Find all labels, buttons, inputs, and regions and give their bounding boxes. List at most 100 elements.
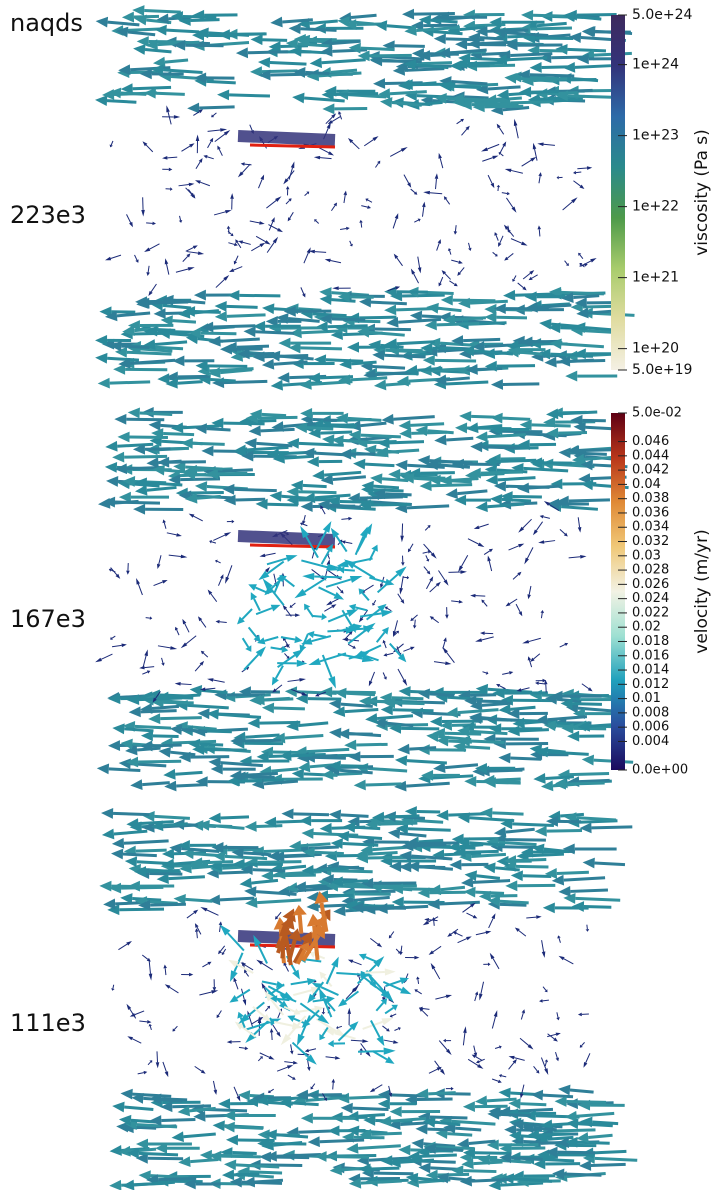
- arrow-shaft: [358, 1051, 384, 1052]
- arrow-shaft: [552, 1123, 583, 1125]
- arrow-shaft: [401, 728, 439, 729]
- arrow-head: [271, 380, 283, 391]
- arrow-shaft: [115, 502, 160, 503]
- arrow-shaft: [487, 30, 528, 31]
- arrow-shaft: [307, 428, 333, 429]
- arrow-shaft: [393, 218, 396, 228]
- arrow-head: [388, 828, 400, 839]
- arrow-shaft: [566, 783, 605, 784]
- arrow-head: [393, 1040, 399, 1044]
- arrow-shaft: [154, 582, 163, 586]
- arrow-head: [498, 1088, 510, 1099]
- arrow-shaft: [445, 273, 451, 279]
- arrow-shaft: [351, 15, 376, 17]
- arrow-shaft: [560, 529, 565, 534]
- arrow-shaft: [167, 533, 177, 535]
- arrow-head: [236, 47, 248, 58]
- arrow-shaft: [495, 779, 521, 780]
- arrow-shaft: [322, 508, 325, 514]
- arrow-shaft: [293, 990, 311, 995]
- arrow-shaft: [336, 536, 346, 551]
- arrow-shaft: [488, 87, 521, 89]
- arrow-shaft: [234, 1174, 259, 1175]
- arrow-head: [332, 286, 338, 290]
- arrow-shaft: [371, 1168, 400, 1169]
- arrow-shaft: [558, 412, 597, 414]
- arrow-head: [149, 420, 161, 431]
- arrow-head: [127, 1036, 133, 1040]
- arrow-shaft: [331, 205, 335, 210]
- arrow-shaft: [488, 689, 532, 692]
- arrow-head: [287, 1065, 293, 1069]
- arrow-shaft: [177, 382, 202, 384]
- arrow-head: [189, 183, 195, 187]
- arrow-head: [105, 257, 111, 261]
- arrow-head: [135, 477, 147, 488]
- arrow-head: [533, 143, 537, 150]
- arrow-head: [400, 536, 404, 543]
- arrow-shaft: [495, 1047, 499, 1048]
- arrow-shaft: [278, 655, 295, 667]
- arrow-shaft: [484, 551, 490, 555]
- arrow-head: [120, 739, 132, 750]
- arrow-shaft: [126, 419, 164, 420]
- arrow-shaft: [205, 688, 215, 689]
- arrow-shaft: [220, 946, 224, 952]
- tick-label: 1e+23: [632, 128, 679, 144]
- arrow-shaft: [350, 241, 352, 245]
- arrow-head: [166, 105, 169, 112]
- arrow-shaft: [336, 973, 360, 974]
- arrow-shaft: [424, 567, 428, 572]
- arrow-shaft: [578, 1124, 613, 1126]
- arrow-shaft: [266, 200, 276, 208]
- arrow-shaft: [306, 1098, 341, 1101]
- arrow-shaft: [449, 281, 454, 285]
- arrow-head: [438, 153, 441, 159]
- arrow-head: [144, 248, 150, 252]
- arrow-shaft: [482, 158, 493, 162]
- arrow-shaft: [237, 242, 241, 248]
- arrow-shaft: [557, 872, 589, 873]
- arrow-head: [326, 601, 332, 605]
- arrow-shaft: [377, 823, 417, 824]
- arrow-head: [217, 90, 229, 101]
- arrow-head: [504, 73, 516, 84]
- arrow-shaft: [483, 602, 487, 607]
- arrow-head: [170, 187, 173, 191]
- arrow-shaft: [219, 622, 226, 623]
- arrow-shaft: [304, 98, 345, 101]
- arrow-shaft: [482, 447, 520, 448]
- arrow-head: [310, 57, 322, 68]
- slab-core: [238, 136, 335, 140]
- arrow-shaft: [577, 1142, 609, 1143]
- arrow-head: [112, 1102, 124, 1113]
- arrow-shaft: [218, 578, 221, 586]
- arrow-head: [322, 1012, 326, 1015]
- arrow-head: [497, 185, 501, 187]
- arrow-head: [525, 291, 537, 302]
- arrow-head: [466, 936, 472, 940]
- tick-label: 1e+21: [632, 270, 679, 286]
- arrow-shaft: [492, 813, 523, 814]
- arrow-shaft: [220, 763, 262, 766]
- arrow-head: [128, 408, 140, 419]
- arrow-head: [478, 543, 485, 548]
- arrow-shaft: [111, 141, 113, 145]
- arrow-shaft: [148, 1062, 151, 1065]
- arrow-shaft: [573, 181, 580, 186]
- arrow-head: [487, 556, 490, 562]
- arrow-head: [446, 707, 458, 718]
- arrow-shaft: [387, 608, 391, 611]
- arrow-head: [234, 977, 237, 982]
- arrow-shaft: [361, 423, 387, 426]
- arrow-head: [201, 1070, 206, 1074]
- arrow-head: [154, 308, 166, 319]
- arrow-head: [320, 294, 332, 305]
- arrow-head: [341, 1103, 353, 1114]
- arrow-head: [301, 1113, 313, 1124]
- arrow-shaft: [408, 829, 451, 831]
- arrow-head: [136, 578, 140, 585]
- arrow-head: [384, 304, 396, 315]
- arrow-shaft: [417, 991, 422, 994]
- arrow-head: [378, 1098, 390, 1109]
